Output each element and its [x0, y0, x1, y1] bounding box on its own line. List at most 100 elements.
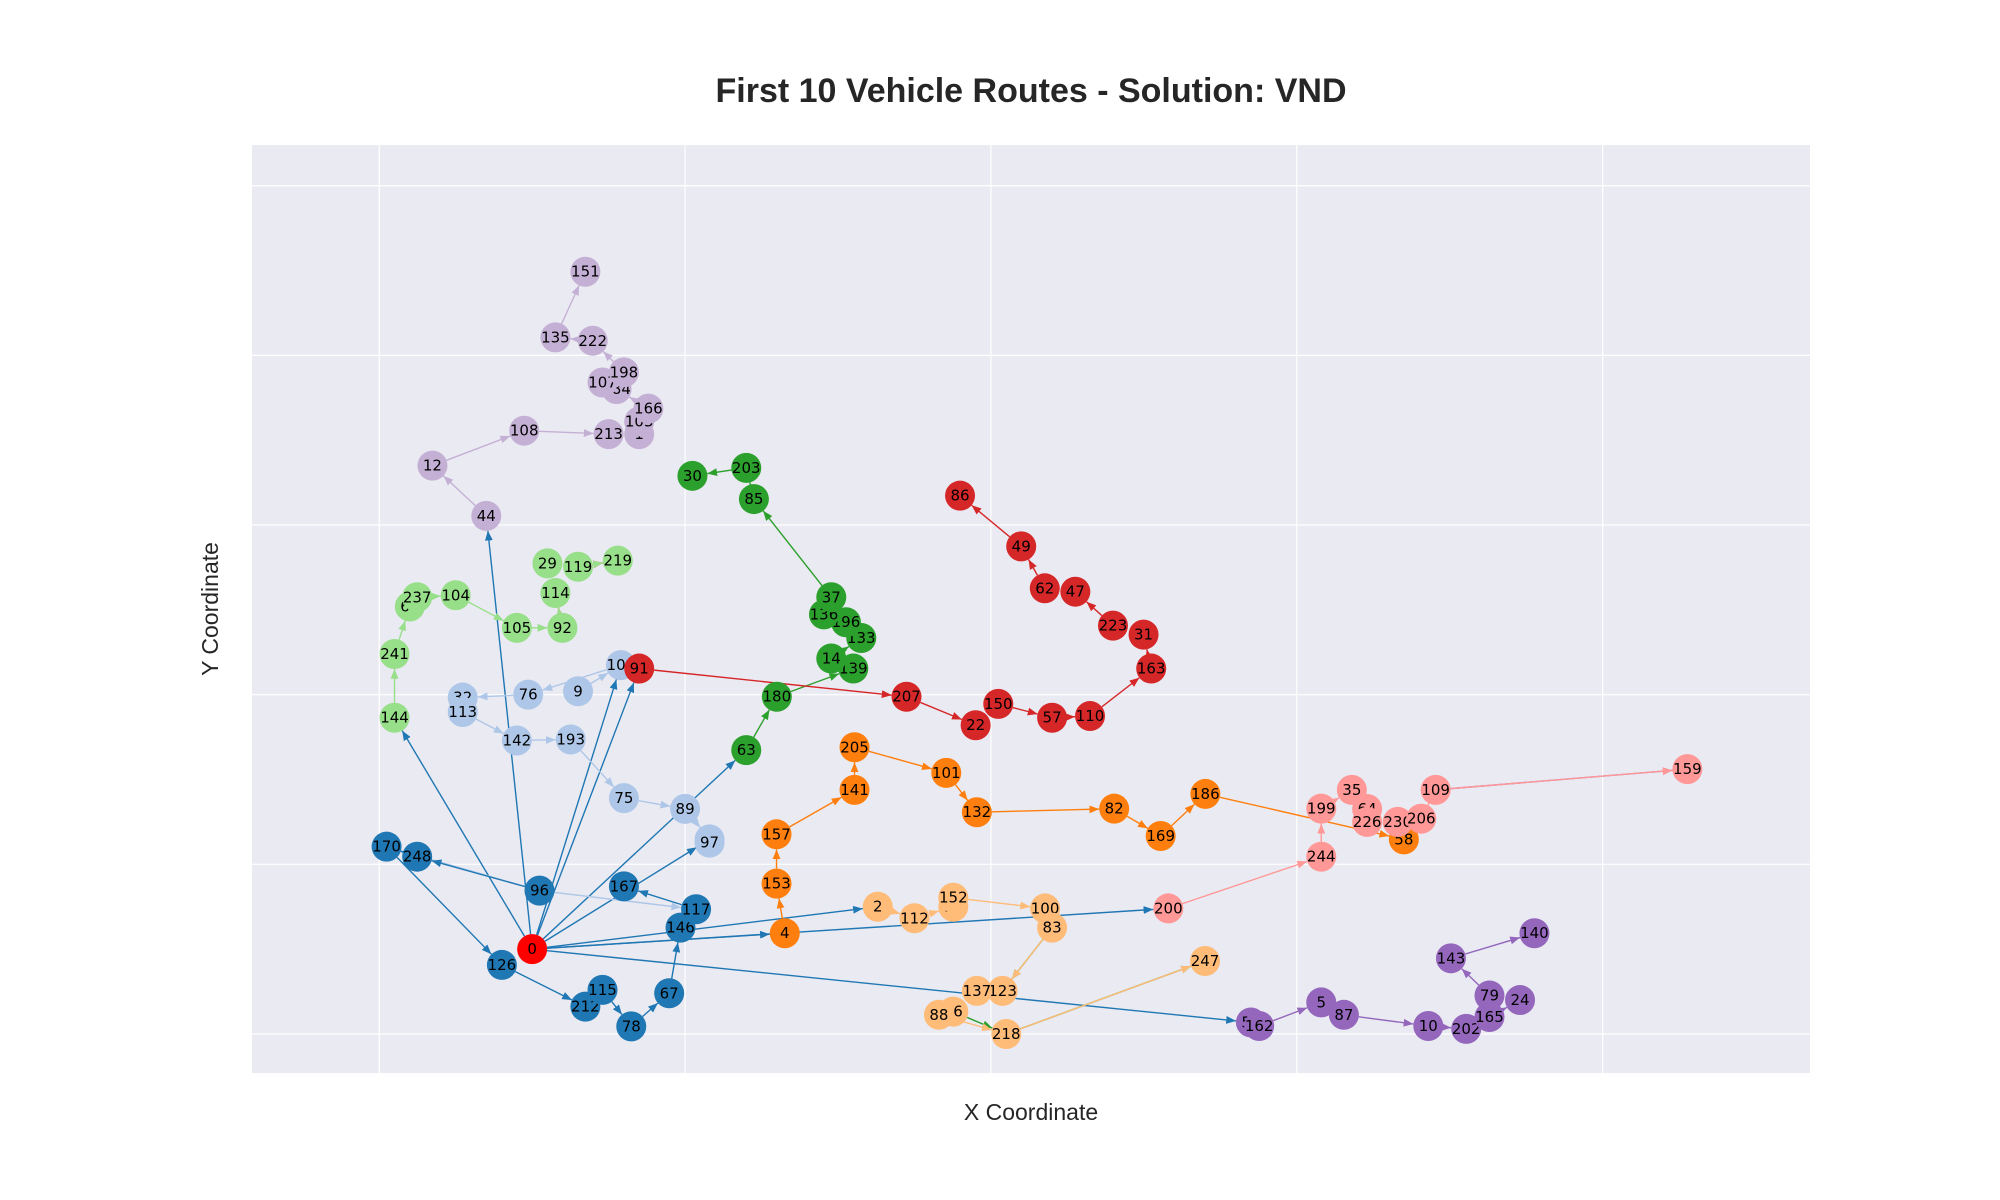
customer-node: 151 [570, 256, 601, 287]
customer-node: 88 [923, 999, 954, 1030]
route-edge [1182, 860, 1308, 905]
customer-node-marker [1153, 893, 1184, 924]
route-edges [390, 285, 1673, 1031]
customer-node-label: 97 [700, 834, 719, 852]
customer-node: 135 [540, 322, 571, 353]
route-edge [971, 504, 1011, 538]
customer-node-label: 47 [1066, 583, 1085, 601]
customer-node: 207 [891, 681, 922, 712]
customer-node-label: 115 [588, 981, 617, 999]
customer-node-marker [417, 450, 448, 481]
customer-node-marker [1328, 999, 1359, 1030]
customer-node: 223 [1097, 610, 1128, 641]
customer-node: 101 [931, 757, 962, 788]
route-edge [580, 750, 615, 788]
customer-node: 29 [532, 548, 563, 579]
route-edge [1496, 1006, 1508, 1016]
customer-node-label: 78 [622, 1017, 641, 1035]
route-edge [442, 475, 476, 507]
customer-node: 230 [1382, 806, 1413, 837]
route-edge [539, 429, 594, 438]
customer-node: 137 [961, 975, 992, 1006]
customer-node-label: 157 [762, 825, 791, 843]
route-edge [542, 759, 736, 940]
customer-node-label: 237 [403, 588, 432, 606]
customer-node: 169 [1145, 820, 1176, 851]
route-edge [968, 898, 1031, 910]
customer-node: 79 [1474, 980, 1505, 1011]
customer-node-label: 108 [510, 422, 539, 440]
customer-node: 57 [1037, 702, 1068, 733]
customer-node-label: 139 [839, 660, 868, 678]
route-edge [1145, 649, 1153, 660]
customer-node-label: 30 [683, 467, 702, 485]
customer-node-label: 199 [1307, 800, 1336, 818]
customer-node-label: 170 [372, 838, 401, 856]
customer-node: 109 [1420, 774, 1451, 805]
route-edge [1441, 1023, 1452, 1031]
customer-node-label: 79 [1480, 986, 1499, 1004]
route-edge [954, 784, 969, 801]
customer-node: 144 [379, 702, 410, 733]
customer-node-marker [677, 460, 708, 491]
customer-node-label: 105 [503, 619, 532, 637]
customer-node-marker [616, 1011, 647, 1042]
customer-node: 47 [1060, 576, 1091, 607]
customer-node-label: 248 [403, 848, 432, 866]
customer-node-marker [524, 875, 555, 906]
customer-node-label: 146 [666, 919, 695, 937]
customer-node-label: 165 [1475, 1008, 1504, 1026]
customer-node-label: 35 [1342, 781, 1361, 799]
route-edge [920, 701, 963, 721]
customer-node-label: 24 [1511, 991, 1530, 1009]
customer-node-label: 109 [1421, 781, 1450, 799]
customer-node: 247 [1190, 946, 1221, 977]
customer-node: 150 [983, 688, 1014, 719]
customer-node-label: 241 [380, 645, 409, 663]
customer-node-label: 104 [441, 586, 470, 604]
customer-node: 119 [563, 551, 594, 582]
customer-node-marker [839, 774, 870, 805]
customer-node-marker [402, 582, 433, 613]
route-edge [762, 510, 823, 586]
customer-node-label: 31 [1134, 626, 1153, 644]
customer-node-marker [961, 975, 992, 1006]
route-edge [1020, 965, 1192, 1030]
customer-node-marker [839, 732, 870, 763]
route-edge [1011, 938, 1044, 980]
customer-node-label: 151 [571, 263, 600, 281]
route-edge [1171, 803, 1195, 827]
customer-node-label: 126 [488, 956, 517, 974]
route-edge [838, 645, 850, 656]
route-edge [590, 672, 609, 685]
customer-node: 203 [731, 452, 762, 483]
customer-node: 86 [945, 480, 976, 511]
customer-node-marker [1136, 653, 1167, 684]
route-edge [776, 898, 785, 919]
route-edge [570, 335, 581, 344]
customer-node-marker [587, 974, 618, 1005]
customer-node-label: 87 [1334, 1006, 1353, 1024]
customer-node: 110 [1075, 701, 1106, 732]
customer-node: 166 [633, 393, 664, 424]
customer-node-marker [991, 1018, 1022, 1049]
route-edge [748, 482, 756, 493]
customer-node-label: 144 [380, 709, 409, 727]
customer-node-marker [987, 975, 1018, 1006]
customer-node-label: 10 [1419, 1017, 1438, 1035]
customer-node: 10 [1413, 1011, 1444, 1042]
customer-node-marker [1097, 610, 1128, 641]
route-edge [1465, 936, 1521, 955]
route-edge [1086, 601, 1103, 617]
customer-node-label: 222 [578, 332, 607, 350]
customer-node: 92 [547, 612, 578, 643]
route-edge [690, 817, 701, 829]
customer-node-marker [731, 452, 762, 483]
route-edge [753, 709, 770, 738]
customer-node-label: 140 [1520, 924, 1549, 942]
customer-node: 67 [654, 978, 685, 1009]
customer-node-marker [1190, 778, 1221, 809]
customer-node-marker [555, 724, 586, 755]
customer-node: 2 [862, 891, 893, 922]
